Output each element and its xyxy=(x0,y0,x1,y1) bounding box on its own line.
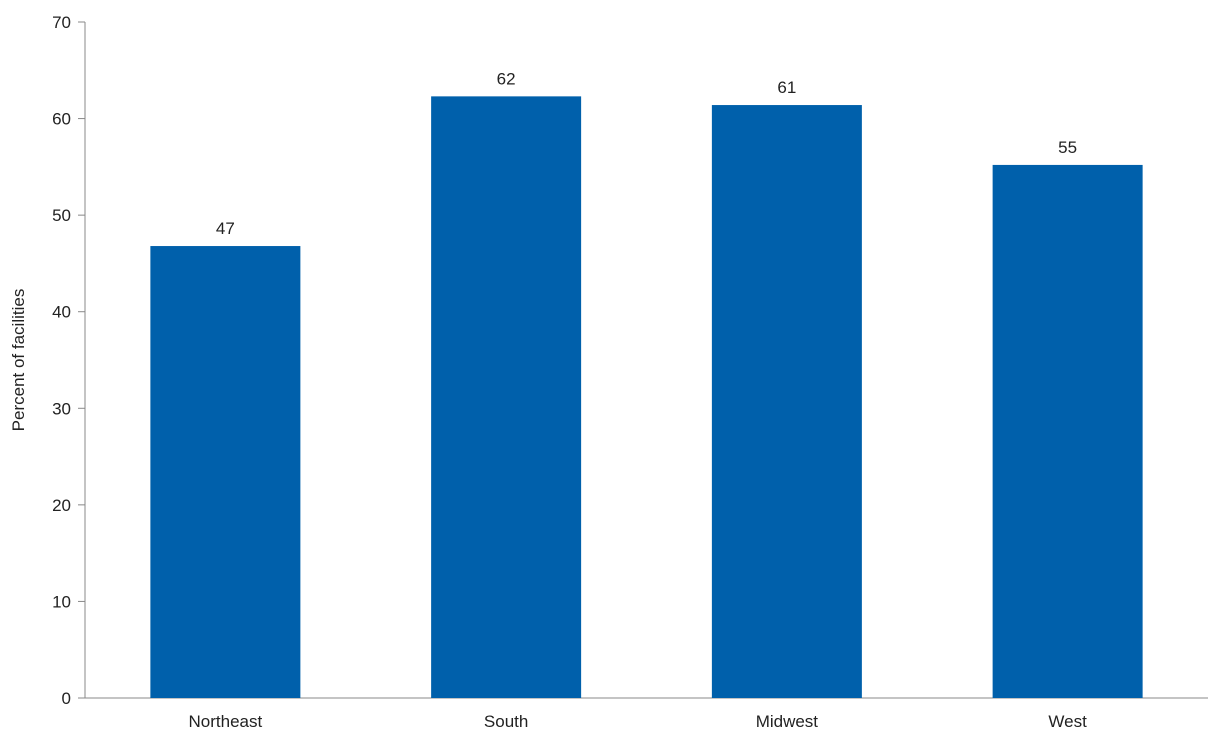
y-tick-label: 20 xyxy=(52,496,71,515)
data-label-northeast: 47 xyxy=(216,219,235,238)
bar-northeast xyxy=(150,246,301,698)
data-label-south: 62 xyxy=(497,69,516,88)
data-label-midwest: 61 xyxy=(777,78,796,97)
y-tick-label: 60 xyxy=(52,110,71,129)
bar-west xyxy=(992,164,1143,698)
bar-south xyxy=(431,96,582,699)
bars xyxy=(150,96,1143,699)
y-tick-label: 70 xyxy=(52,13,71,32)
bar-midwest xyxy=(711,105,862,698)
y-tick-label: 40 xyxy=(52,303,71,322)
y-tick-label: 50 xyxy=(52,206,71,225)
x-label-midwest: Midwest xyxy=(756,712,819,731)
data-label-west: 55 xyxy=(1058,138,1077,157)
x-label-south: South xyxy=(484,712,528,731)
y-tick-label: 30 xyxy=(52,399,71,418)
y-tick-label: 0 xyxy=(62,689,71,708)
y-axis-title: Percent of facilities xyxy=(9,289,28,432)
y-tick-label: 10 xyxy=(52,592,71,611)
x-axis: Northeast South Midwest West xyxy=(85,697,1208,731)
x-category-labels: Northeast South Midwest West xyxy=(189,712,1088,731)
x-label-northeast: Northeast xyxy=(189,712,263,731)
data-labels: 47 62 61 55 xyxy=(216,69,1077,238)
x-label-west: West xyxy=(1048,712,1087,731)
y-ticks: 0 10 20 30 40 50 60 70 xyxy=(52,13,85,708)
y-axis: 0 10 20 30 40 50 60 70 xyxy=(52,13,86,708)
